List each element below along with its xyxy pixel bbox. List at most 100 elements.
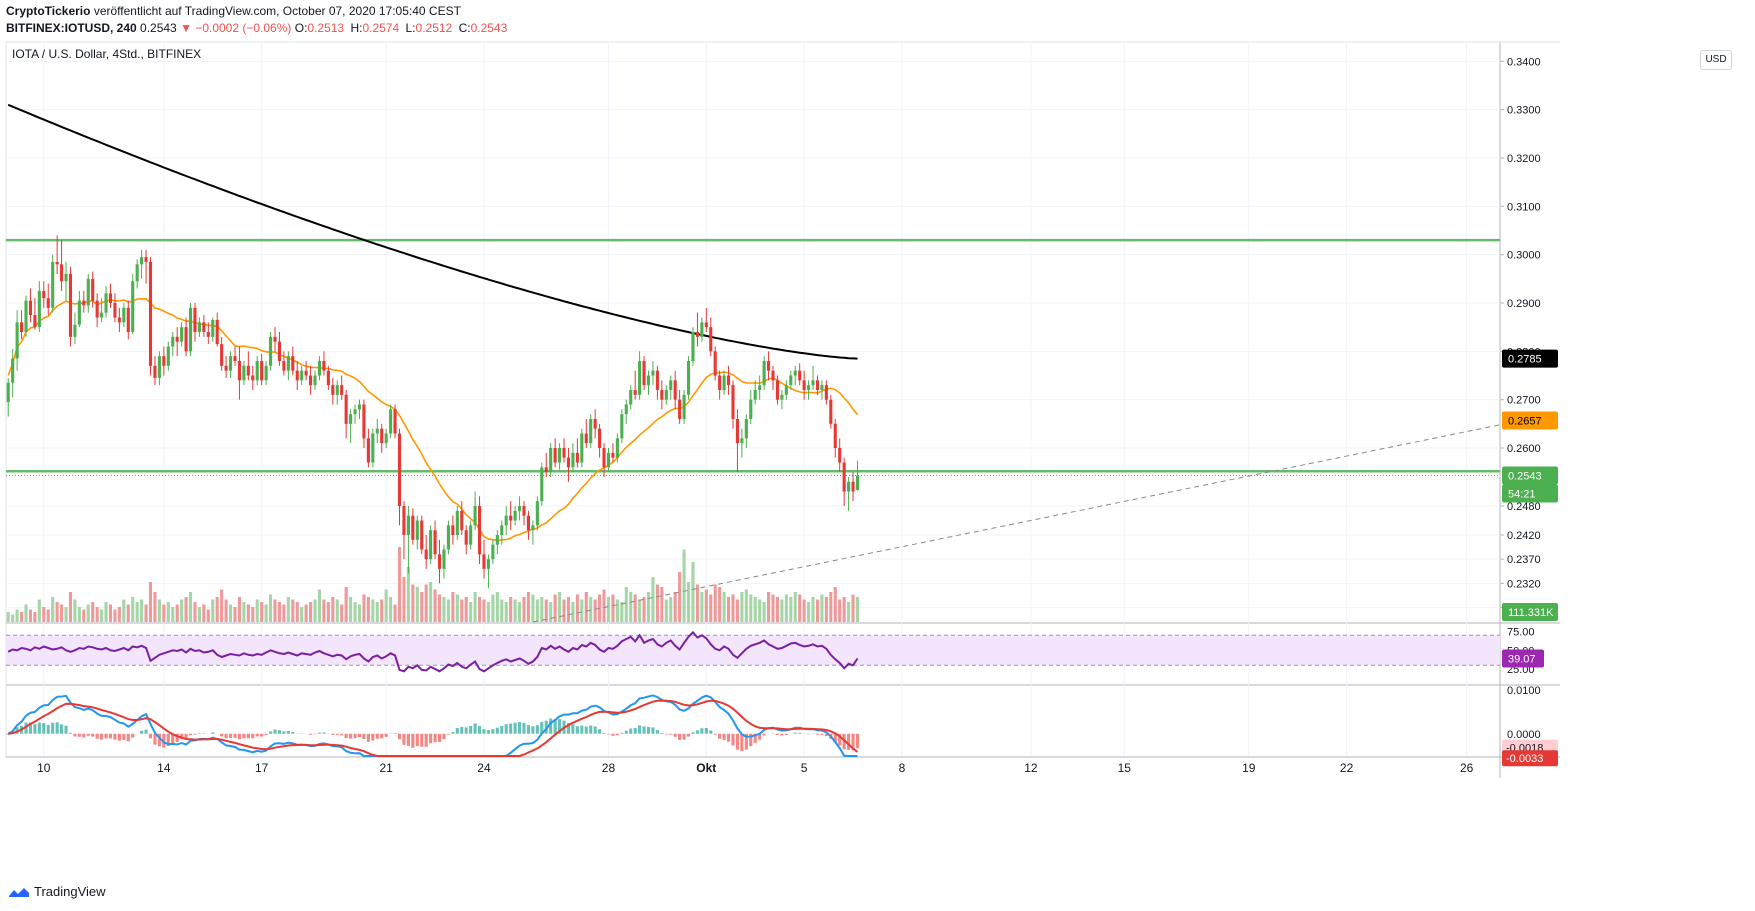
- volume-bar: [148, 582, 153, 622]
- volume-bar: [33, 612, 37, 622]
- volume-bar: [322, 599, 326, 622]
- macd-histogram-bar: [108, 733, 113, 739]
- macd-histogram-bar: [753, 733, 757, 743]
- candle-body: [255, 361, 259, 381]
- volume-bar: [442, 597, 446, 622]
- macd-histogram-bar: [531, 726, 535, 734]
- candle-body: [553, 448, 557, 463]
- macd-histogram-bar: [340, 733, 344, 736]
- macd-histogram-bar: [673, 733, 677, 737]
- currency-button[interactable]: USD: [1700, 50, 1732, 70]
- volume-bar: [37, 599, 41, 622]
- candle-body: [282, 361, 286, 371]
- volume-bar: [838, 599, 842, 622]
- macd-histogram-bar: [237, 733, 241, 740]
- macd-histogram-bar: [744, 733, 748, 750]
- volume-bar: [300, 607, 304, 622]
- x-tick-label: 19: [1242, 761, 1256, 775]
- price-tick-label: 0.2320: [1507, 578, 1541, 590]
- macd-histogram-bar: [486, 730, 490, 734]
- volume-bar: [726, 597, 731, 622]
- candle-body: [522, 506, 526, 516]
- macd-histogram-bar: [731, 733, 735, 746]
- volume-bar: [184, 597, 188, 622]
- macd-histogram-bar: [242, 733, 246, 739]
- macd-histogram-bar: [51, 722, 55, 734]
- down-arrow-icon: ▼: [180, 21, 192, 35]
- candle-body: [269, 336, 273, 366]
- macd-histogram-bar: [68, 732, 73, 734]
- volume-bar: [260, 602, 264, 622]
- low-label: L:: [405, 21, 416, 35]
- macd-histogram-bar: [762, 733, 766, 736]
- candle-body: [33, 315, 37, 328]
- candle-body: [357, 404, 362, 410]
- volume-bar: [740, 592, 744, 622]
- volume-bar: [104, 602, 108, 622]
- macd-histogram-bar: [820, 733, 824, 735]
- volume-bar: [686, 582, 691, 622]
- macd-histogram-bar: [722, 733, 726, 741]
- macd-histogram-bar: [749, 733, 753, 747]
- candle-body: [424, 549, 428, 560]
- volume-bar: [624, 587, 628, 622]
- candle-body: [304, 370, 308, 376]
- volume-bar: [264, 604, 268, 622]
- volume-bar: [482, 599, 486, 622]
- volume-bar: [171, 607, 175, 622]
- candle-body: [753, 390, 757, 400]
- volume-bar: [371, 599, 375, 622]
- candle-body: [291, 356, 295, 371]
- x-tick-label: 17: [255, 761, 269, 775]
- volume-bar: [815, 599, 820, 622]
- macd-histogram-bar: [553, 719, 557, 734]
- candle-body: [340, 385, 344, 395]
- candle-body: [349, 414, 353, 424]
- volume-bar: [393, 604, 397, 622]
- macd-histogram-bar: [95, 733, 99, 739]
- volume-bar: [646, 592, 651, 622]
- volume-bar: [166, 602, 170, 622]
- macd-histogram-bar: [77, 733, 81, 737]
- candle-body: [589, 419, 593, 444]
- candle-body: [655, 370, 659, 390]
- rsi-band: [6, 635, 1500, 666]
- candle-body: [233, 356, 237, 361]
- candle-body: [549, 448, 553, 473]
- volume-bar: [60, 604, 64, 622]
- volume-bar: [131, 597, 135, 622]
- volume-bar: [722, 592, 726, 622]
- macd-histogram-bar: [55, 722, 59, 734]
- macd-histogram-bar: [153, 733, 157, 745]
- candle-body: [42, 290, 46, 299]
- candle-body: [51, 261, 55, 308]
- volume-bar: [571, 602, 575, 622]
- rsi-last-bg: [1502, 649, 1544, 668]
- published-text: veröffentlicht auf TradingView.com, Octo…: [93, 4, 461, 18]
- volume-bar: [695, 584, 699, 622]
- volume-bar: [344, 587, 348, 622]
- candle-body: [838, 448, 842, 463]
- macd-histogram-bar: [709, 730, 713, 734]
- volume-bar: [566, 597, 571, 622]
- macd-histogram-bar: [629, 728, 633, 734]
- macd-histogram-bar: [740, 733, 744, 752]
- candle-body: [673, 380, 677, 400]
- macd-histogram-bar: [73, 733, 77, 737]
- x-tick-label: 14: [157, 761, 171, 775]
- candle-body: [331, 385, 335, 395]
- macd-histogram-bar: [855, 733, 860, 749]
- macd-histogram-bar: [37, 722, 41, 734]
- macd-tick-label: 0.0100: [1507, 685, 1541, 697]
- rsi-tick-label: 75.00: [1507, 627, 1535, 639]
- macd-histogram-bar: [535, 725, 539, 734]
- candle-body: [686, 361, 691, 395]
- macd-histogram-bar: [317, 732, 322, 734]
- volume-bar: [500, 599, 504, 622]
- candle-body: [771, 370, 775, 381]
- volume-bar: [762, 602, 766, 622]
- macd-histogram-bar: [24, 722, 28, 734]
- macd-histogram-bar: [397, 733, 402, 740]
- candle-body: [446, 525, 450, 550]
